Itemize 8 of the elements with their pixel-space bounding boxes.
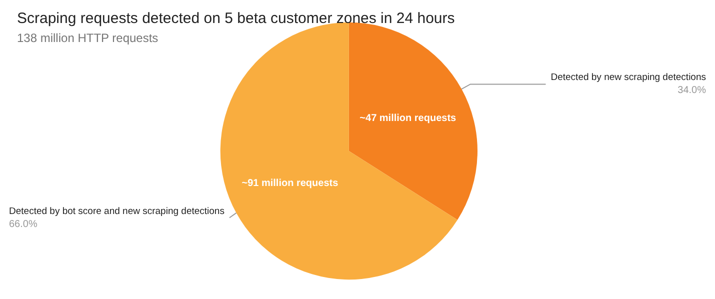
text: ~47 million requests: [360, 113, 456, 124]
text: ~91 million requests: [242, 178, 338, 189]
slice-label: Detected by new scraping detections: [550, 72, 706, 84]
text: 138 million HTTP requests: [17, 31, 158, 45]
slice-label: Detected by bot score and new scraping detections: [9, 206, 225, 217]
data-label: 66.0%: [9, 218, 38, 230]
chart-title: Scraping requests detected on 5 beta customer zones in 24 hours: [17, 10, 455, 27]
data-label: 34.0%: [678, 85, 706, 96]
